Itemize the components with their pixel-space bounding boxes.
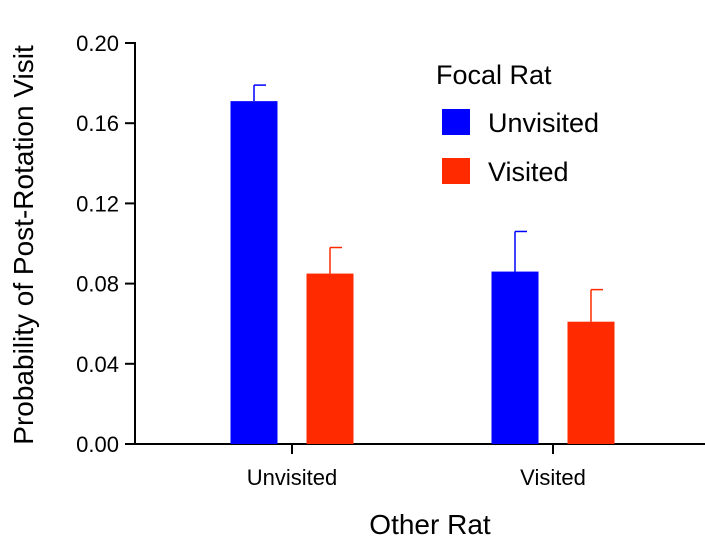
legend-swatch-visited <box>442 158 470 184</box>
x-axis-title: Other Rat <box>369 509 491 539</box>
y-tick-label: 0.04 <box>76 352 119 377</box>
y-tick-label: 0.08 <box>76 272 119 297</box>
legend-label: Visited <box>488 157 569 187</box>
bar-unvisited-visited <box>491 271 539 444</box>
legend-swatch-unvisited <box>442 109 470 135</box>
legend-label: Unvisited <box>488 108 599 138</box>
bar-visited-visited <box>567 321 615 444</box>
y-tick-label: 0.20 <box>76 31 119 56</box>
bar-visited-unvisited <box>306 273 354 444</box>
x-tick-label: Visited <box>520 465 586 490</box>
bars <box>230 84 615 445</box>
bar-unvisited-unvisited <box>230 101 278 445</box>
y-tick-label: 0.12 <box>76 191 119 216</box>
y-tick-label: 0.00 <box>76 432 119 457</box>
axes: 0.00 0.04 0.08 0.12 0.16 0.20 Unvisited Visited <box>76 31 705 490</box>
y-axis-title: Probability of Post-Rotation Visit <box>8 45 39 445</box>
x-tick-label: Unvisited <box>247 465 337 490</box>
legend: Focal Rat Unvisited Visited <box>436 60 599 187</box>
y-tick-label: 0.16 <box>76 111 119 136</box>
legend-title: Focal Rat <box>436 60 552 90</box>
